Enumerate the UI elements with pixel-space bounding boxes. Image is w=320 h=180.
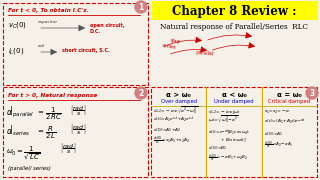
Text: α > ω₀: α > ω₀ <box>166 92 191 98</box>
Text: $x(0)\!=\!A_1\!+\!A_2$: $x(0)\!=\!A_1\!+\!A_2$ <box>153 126 181 134</box>
Text: For t > 0, Natural response: For t > 0, Natural response <box>8 93 97 98</box>
Text: step: step <box>170 38 181 44</box>
Text: $x(t)\!=\!A_1e^{s_1t}\!+\!A_2e^{s_2t}$: $x(t)\!=\!A_1e^{s_1t}\!+\!A_2e^{s_2t}$ <box>153 116 195 125</box>
Text: $\left[\dfrac{rad}{s}\right]$: $\left[\dfrac{rad}{s}\right]$ <box>70 103 86 117</box>
Text: α < ω₀: α < ω₀ <box>221 92 246 98</box>
Text: parallel: parallel <box>195 50 214 57</box>
Circle shape <box>306 87 318 99</box>
Text: $\alpha\!\left.\right|_{series}$: $\alpha\!\left.\right|_{series}$ <box>6 124 30 138</box>
Bar <box>3 87 148 177</box>
Text: $s_{1,2}\!=\!-\alpha\!\pm\!j\omega_d$: $s_{1,2}\!=\!-\alpha\!\pm\!j\omega_d$ <box>208 108 241 116</box>
Text: capacitor: capacitor <box>38 20 58 24</box>
Text: $\left[\dfrac{rad}{s}\right]$: $\left[\dfrac{rad}{s}\right]$ <box>70 122 86 136</box>
Text: $i_L(0)$: $i_L(0)$ <box>8 46 24 55</box>
Text: For t < 0, To obtain I.C's.: For t < 0, To obtain I.C's. <box>8 8 89 13</box>
Text: $=\,\dfrac{1}{2RC}$: $=\,\dfrac{1}{2RC}$ <box>36 106 62 122</box>
Text: 1: 1 <box>138 3 144 12</box>
Text: Chapter 8 Review :: Chapter 8 Review : <box>172 6 296 19</box>
Text: $x(0)\!=\!B_1$: $x(0)\!=\!B_1$ <box>208 144 228 152</box>
Text: $s_1\!=\!s_2\!=\!-\alpha$: $s_1\!=\!s_2\!=\!-\alpha$ <box>264 109 291 116</box>
Text: $\left[\dfrac{rad}{s}\right]$: $\left[\dfrac{rad}{s}\right]$ <box>60 141 76 155</box>
Text: $\quad\quad\quad+B_2\sin\omega_d t]$: $\quad\quad\quad+B_2\sin\omega_d t]$ <box>208 136 247 144</box>
Text: $=\,\dfrac{R}{2L}$: $=\,\dfrac{R}{2L}$ <box>36 125 56 141</box>
Text: D.C.: D.C. <box>90 29 101 34</box>
Text: $\frac{dx(0)}{dt}\!=\!A_2\!-\!\alpha A_1$: $\frac{dx(0)}{dt}\!=\!A_2\!-\!\alpha A_1… <box>264 140 293 151</box>
Text: $x(0)\!=\!A_1$: $x(0)\!=\!A_1$ <box>264 130 283 138</box>
Text: Critical damped: Critical damped <box>268 100 310 105</box>
Text: α = ω₀: α = ω₀ <box>277 92 302 98</box>
Text: (parallel/ series): (parallel/ series) <box>8 166 51 171</box>
Text: $s_{1,2}\!=\!-\alpha\!\pm\!\sqrt{\alpha^2\!-\!\omega_0^2}$: $s_{1,2}\!=\!-\alpha\!\pm\!\sqrt{\alpha^… <box>153 106 198 116</box>
FancyBboxPatch shape <box>151 1 317 19</box>
Circle shape <box>135 87 147 99</box>
Bar <box>151 87 317 177</box>
Bar <box>3 3 148 85</box>
Text: series: series <box>162 43 177 50</box>
Text: short circuit, S.C.: short circuit, S.C. <box>62 48 110 53</box>
Text: 3: 3 <box>309 89 315 98</box>
Text: $x(t)\!=\!(A_1\!+\!A_2t)e^{-\alpha t}$: $x(t)\!=\!(A_1\!+\!A_2t)e^{-\alpha t}$ <box>264 118 305 127</box>
Text: Natural response of Parallel/Series  RLC: Natural response of Parallel/Series RLC <box>160 23 308 31</box>
Text: $\omega_0 = \dfrac{1}{\sqrt{LC}}$: $\omega_0 = \dfrac{1}{\sqrt{LC}}$ <box>6 145 41 162</box>
Text: $\alpha\!\left.\right|_{parallel}$: $\alpha\!\left.\right|_{parallel}$ <box>6 105 34 120</box>
Text: $\omega_d\!=\!\sqrt{\omega_0^2\!-\!\alpha^2}$: $\omega_d\!=\!\sqrt{\omega_0^2\!-\!\alph… <box>208 115 239 125</box>
Text: open circuit,: open circuit, <box>90 23 124 28</box>
Text: $v_C(0)$: $v_C(0)$ <box>8 21 27 30</box>
Text: $\frac{dx(0)}{dt}\!=\!s_1A_1\!+\!s_2A_2$: $\frac{dx(0)}{dt}\!=\!s_1A_1\!+\!s_2A_2$ <box>153 135 190 147</box>
Text: $x(t)\!=\!e^{-\alpha t}[B_1\cos\omega_d t$: $x(t)\!=\!e^{-\alpha t}[B_1\cos\omega_d … <box>208 128 251 137</box>
Text: coil: coil <box>38 44 45 48</box>
Text: $\frac{dx(0)}{dt}\!=\!-\alpha B_1\!+\!\omega_d B_2$: $\frac{dx(0)}{dt}\!=\!-\alpha B_1\!+\!\o… <box>208 152 248 164</box>
Text: 2: 2 <box>138 89 144 98</box>
Circle shape <box>135 1 147 13</box>
Text: Under damped: Under damped <box>214 100 254 105</box>
Text: Over damped: Over damped <box>161 100 197 105</box>
